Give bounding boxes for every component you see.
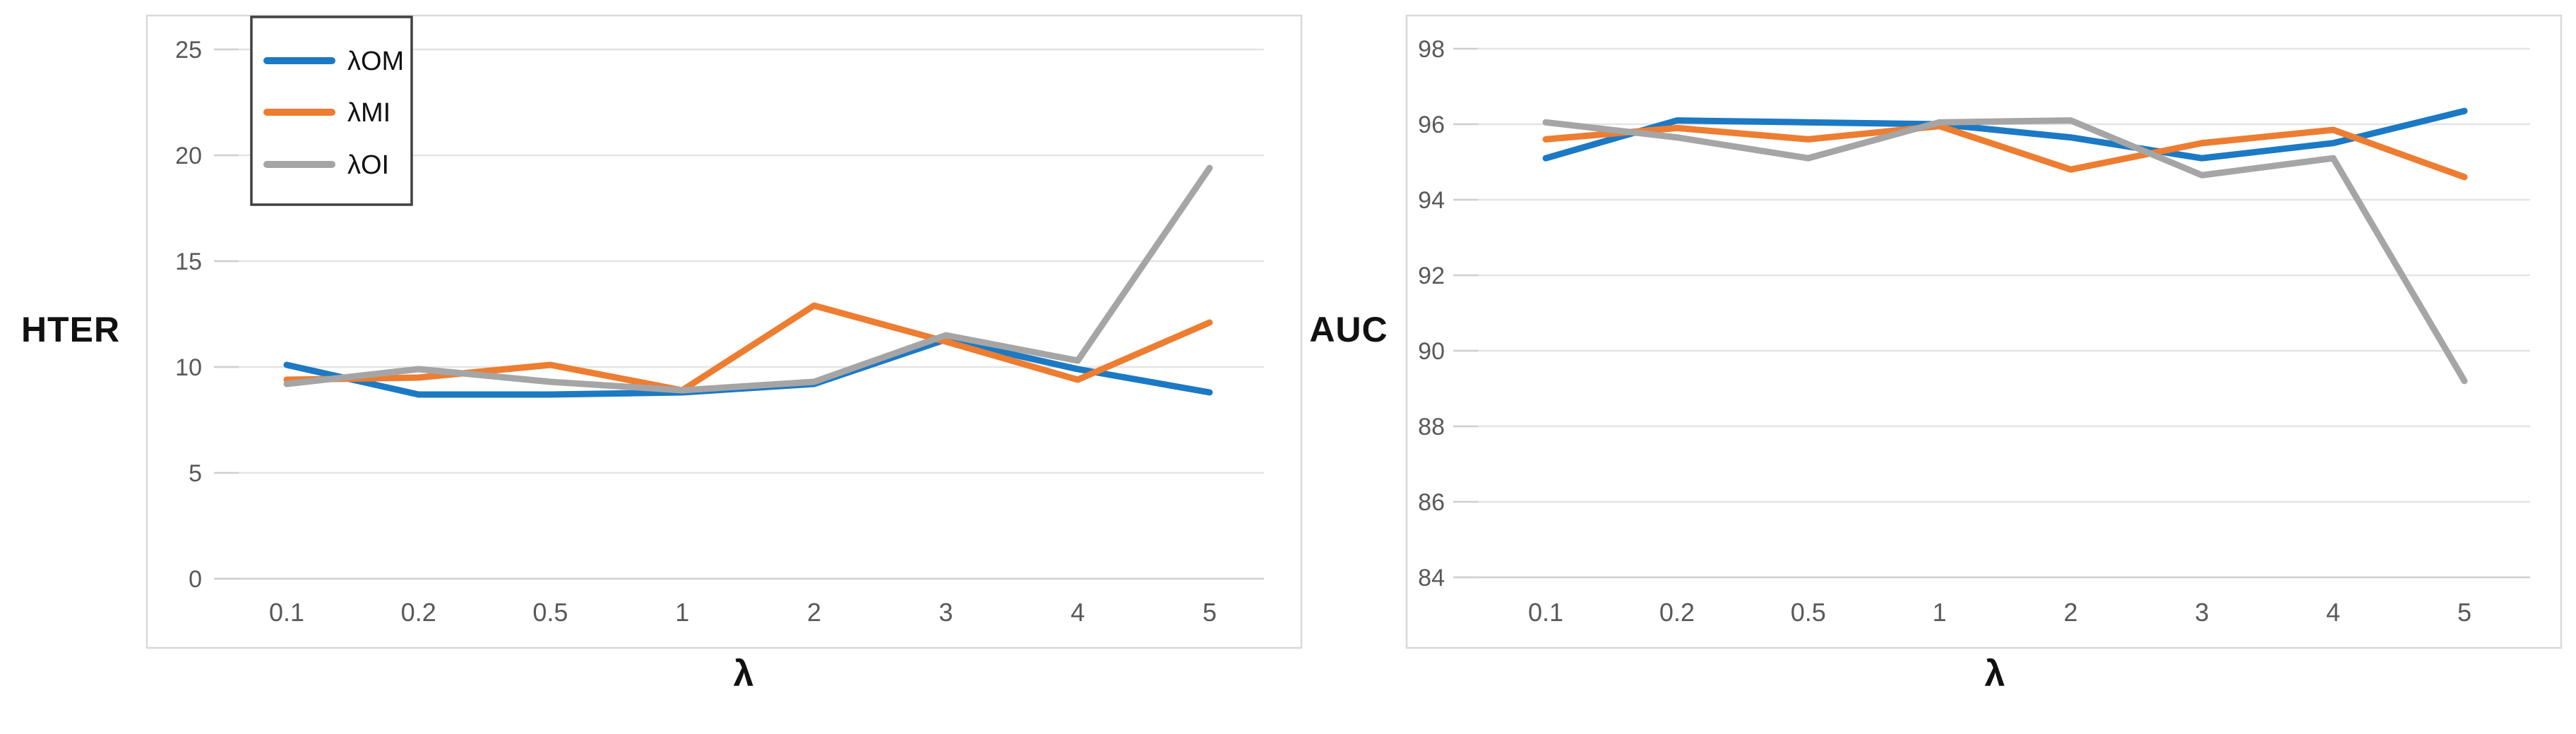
x-tick-label: 4 (2326, 598, 2340, 627)
legend-label: λOI (347, 150, 389, 180)
legend-label: λMI (347, 98, 390, 128)
y-tick-label: 92 (1418, 263, 1445, 289)
y-tick-label: 0 (189, 566, 202, 593)
x-tick-label: 1 (1933, 598, 1947, 627)
y-tick-label: 10 (175, 354, 202, 381)
x-tick-label: 0.2 (1659, 598, 1695, 627)
series-line-1 (1542, 123, 2468, 181)
x-tick-label: 2 (2063, 598, 2077, 627)
x-tick-label: 5 (2457, 598, 2471, 627)
auc-panel (1405, 14, 2563, 649)
right-chart-y-title: AUC (1309, 310, 1388, 349)
y-tick-label: 25 (175, 37, 202, 64)
x-tick-label: 0.1 (269, 598, 304, 627)
x-tick-label: 0.2 (401, 598, 436, 627)
y-tick-label: 88 (1418, 414, 1445, 440)
x-tick-label: 1 (675, 598, 689, 627)
left-chart-x-title: λ (733, 654, 754, 694)
x-tick-label: 4 (1071, 598, 1085, 627)
series-line-0 (1542, 107, 2468, 162)
right-chart-x-title: λ (1984, 654, 2005, 694)
y-tick-label: 84 (1418, 565, 1445, 591)
auc-chart: 84 86 88 90 92 94 96 98 0.1 0.2 0.5 1 2 3 4 5 (1405, 14, 2563, 649)
left-chart-y-title: HTER (20, 310, 121, 349)
y-tick-label: 5 (189, 460, 202, 487)
legend-label: λOM (347, 47, 404, 76)
y-tick-label: 20 (175, 143, 202, 169)
hter-chart: 0 5 10 15 20 25 0.1 0.2 0.5 1 2 3 4 5 λOM λMI λOI (145, 14, 1303, 649)
x-tick-label: 3 (2195, 598, 2209, 627)
x-tick-label: 3 (939, 598, 953, 627)
y-tick-label: 15 (175, 248, 202, 275)
series-line-2 (283, 164, 1213, 394)
x-tick-label: 0.5 (532, 598, 568, 627)
series-line-1 (283, 302, 1213, 394)
y-tick-label: 96 (1418, 112, 1445, 138)
y-tick-label: 86 (1418, 489, 1445, 516)
y-tick-label: 94 (1418, 187, 1445, 214)
y-tick-label: 98 (1418, 36, 1445, 63)
x-tick-label: 5 (1203, 598, 1217, 627)
x-tick-label: 0.1 (1528, 598, 1563, 627)
x-tick-label: 2 (807, 598, 821, 627)
series-line-2 (1542, 117, 2468, 385)
x-tick-label: 0.5 (1791, 598, 1826, 627)
y-tick-label: 90 (1418, 338, 1445, 365)
